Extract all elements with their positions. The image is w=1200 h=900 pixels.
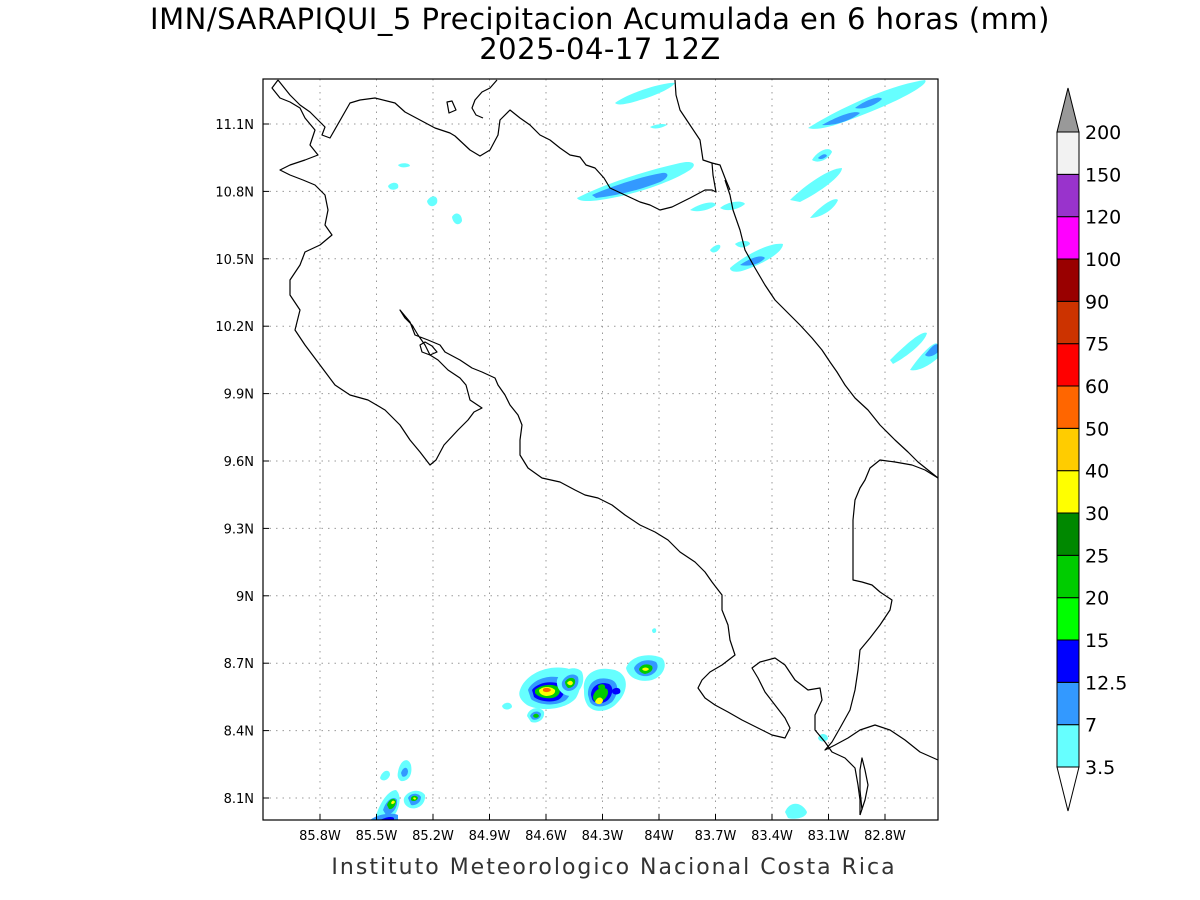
nicaragua-island [446,100,457,114]
colorbar-swatch [1056,258,1080,302]
colorbar-swatch [1056,427,1080,472]
lon-tick-label: 82.8W [864,829,906,844]
longitude-tick-labels: 85.8W 85.5W 85.2W 84.9W 84.6W 84.3W 84W 83.7W 83… [299,814,906,844]
colorbar-swatch [1056,300,1080,345]
lat-tick-label: 10.5N [215,253,254,268]
colorbar-label: 15 [1085,630,1109,652]
nicaragua-border-coast [277,79,731,211]
lon-tick-label: 84.6W [525,829,567,844]
colorbar-swatch [1056,512,1080,556]
precipitation-shading [370,80,938,820]
nicaragua-coast-north [471,79,498,119]
colorbar-label: 75 [1085,334,1109,356]
colorbar-label: 40 [1085,461,1109,483]
nicoya-island [419,341,438,356]
lon-tick-label: 84.9W [469,829,511,844]
precip-cluster-north-coast [388,80,938,371]
colorbar-bottom-arrow [1056,766,1080,812]
colorbar-label: 12.5 [1085,672,1127,694]
burica-peninsula [859,757,869,816]
colorbar-label: 30 [1085,503,1109,525]
lon-tick-label: 85.8W [299,829,341,844]
colorbar-swatch [1056,470,1080,514]
precip-cluster-south [370,628,828,820]
title-line-2: 2025-04-17 12Z [479,32,721,66]
map-frame [262,78,939,821]
lake-edge [674,79,713,164]
colorbar-label: 90 [1085,291,1109,313]
panama-border [824,459,939,761]
colorbar: 3.5 7 12.5 15 20 25 30 40 50 60 75 90 100 120 150 200 [1056,87,1127,812]
lon-tick-label: 85.2W [412,829,454,844]
lon-tick-label: 83.4W [751,829,793,844]
lat-tick-label: 8.7N [224,657,254,672]
colorbar-swatch [1056,639,1080,683]
lat-tick-label: 9.3N [224,522,254,537]
pacific-coast [271,79,861,815]
colorbar-swatch [1056,681,1080,726]
latitude-tick-labels: 11.1N 10.8N 10.5N 10.2N 9.9N 9.6N 9.3N 9N 8.7N 8.… [215,118,269,807]
lat-tick-label: 8.1N [224,792,254,807]
lon-tick-label: 83.7W [695,829,737,844]
colorbar-label: 3.5 [1085,757,1115,779]
lat-tick-label: 11.1N [215,118,254,133]
lon-tick-label: 84.3W [582,829,624,844]
lon-tick-label: 85.5W [356,829,398,844]
colorbar-label: 150 [1085,164,1121,186]
colorbar-label: 25 [1085,545,1109,567]
coastlines-and-borders [271,79,939,816]
lat-tick-label: 10.2N [215,320,254,335]
lat-tick-label: 9.9N [224,388,254,403]
colorbar-swatch [1056,173,1080,218]
colorbar-top-arrow [1056,87,1080,133]
lat-tick-label: 10.8N [215,185,254,200]
lat-tick-label: 9.6N [224,455,254,470]
colorbar-swatch [1056,131,1080,175]
colorbar-label: 120 [1085,207,1121,229]
colorbar-swatch [1056,724,1080,768]
colorbar-label: 100 [1085,249,1121,271]
colorbar-swatch [1056,216,1080,260]
colorbar-label: 200 [1085,122,1121,144]
grid-lines [263,79,938,820]
colorbar-swatch [1056,385,1080,429]
colorbar-label: 60 [1085,376,1109,398]
colorbar-swatch [1056,597,1080,641]
lat-tick-label: 9N [236,590,254,605]
footer-credit: Instituto Meteorologico Nacional Costa R… [331,855,897,880]
lon-tick-label: 84W [644,829,674,844]
colorbar-swatch [1056,343,1080,387]
colorbar-label: 7 [1085,715,1097,737]
colorbar-label: 50 [1085,418,1109,440]
lon-tick-label: 83.1W [808,829,850,844]
lat-tick-label: 8.4N [224,725,254,740]
title-line-1: IMN/SARAPIQUI_5 Precipitacion Acumulada … [150,2,1050,36]
colorbar-label: 20 [1085,588,1109,610]
map-title: IMN/SARAPIQUI_5 Precipitacion Acumulada … [0,4,1200,64]
caribbean-coast [724,179,939,479]
colorbar-swatch [1056,554,1080,599]
